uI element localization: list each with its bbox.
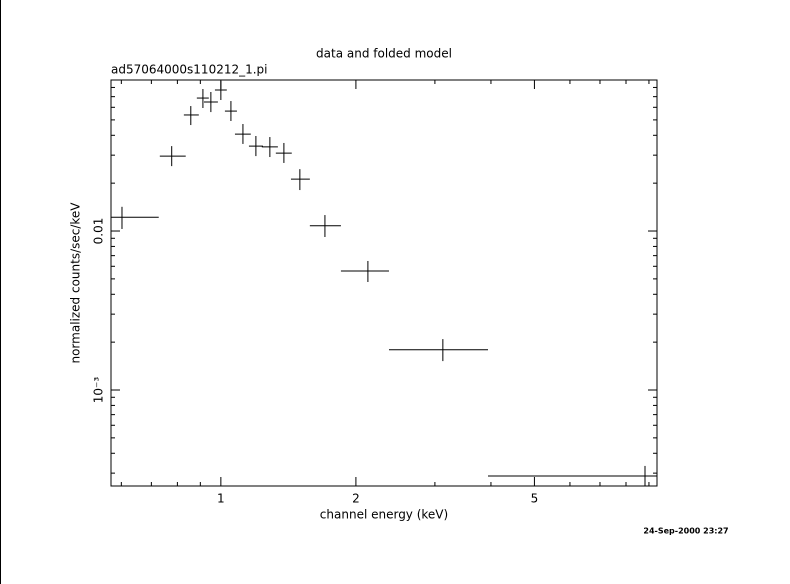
plot-frame xyxy=(110,79,658,487)
x-tick-label: 1 xyxy=(217,492,225,506)
chart-subtitle: ad57064000s110212_1.pi xyxy=(111,63,268,77)
x-tick-label: 5 xyxy=(531,492,539,506)
y-tick-label: 10⁻³ xyxy=(92,377,106,404)
data-layer xyxy=(111,81,657,486)
y-axis-label: normalized counts/sec/keV xyxy=(69,202,83,364)
x-axis-label: channel energy (keV) xyxy=(320,508,448,522)
timestamp: 24-Sep-2000 23:27 xyxy=(643,527,728,536)
chart-title: data and folded model xyxy=(316,47,452,61)
x-tick-label: 2 xyxy=(352,492,360,506)
y-tick-label: 0.01 xyxy=(92,218,106,245)
